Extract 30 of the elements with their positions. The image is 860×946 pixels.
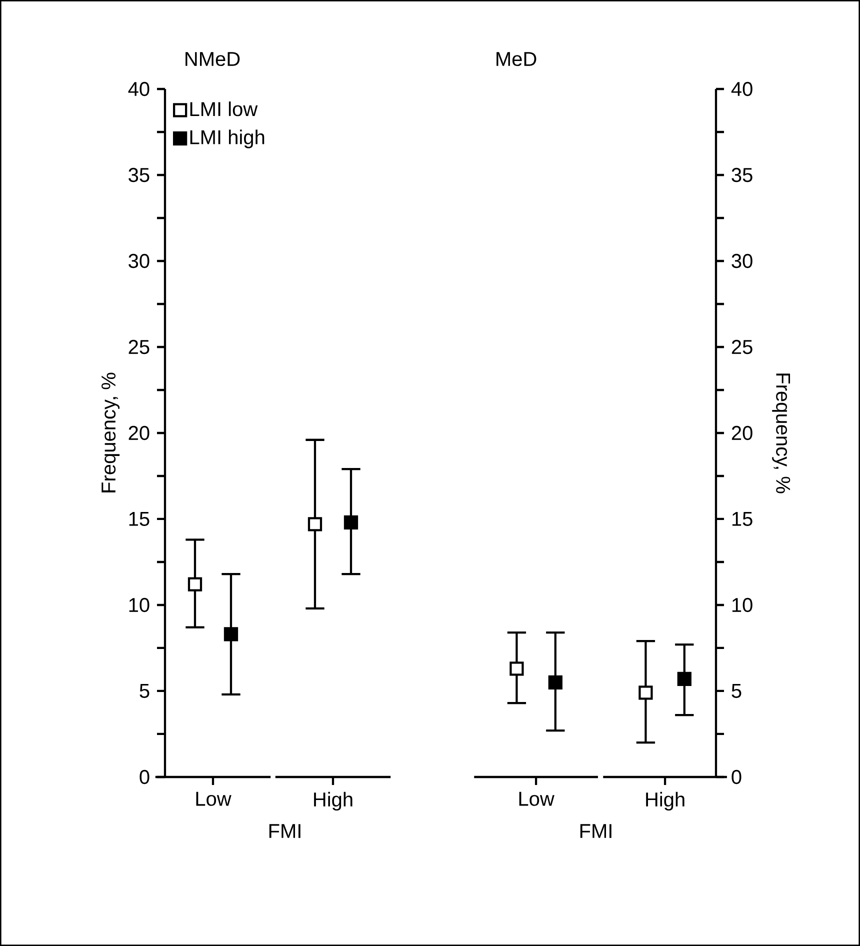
y-tick-label: 35 <box>128 168 150 182</box>
x-tick-label: Low <box>519 792 554 806</box>
chart-title: NMeD <box>186 52 240 66</box>
x-tick-label: High <box>646 792 684 811</box>
y-tick-label: 10 <box>732 598 752 612</box>
y-tick-label: 15 <box>129 512 150 526</box>
y-axis-title: Frequency, % <box>772 374 790 494</box>
y-axis-title: Frequency, % <box>102 372 120 492</box>
x-axis-title: FMI <box>269 824 300 838</box>
y-tick-label: 5 <box>140 684 150 698</box>
legend-label: LMI low <box>190 101 258 116</box>
y-tick-label: 35 <box>732 168 752 182</box>
y-tick-label: 40 <box>731 82 752 96</box>
y-tick-label: 30 <box>128 254 150 268</box>
legend-label: LMI high <box>190 130 264 148</box>
y-tick-label: 0 <box>732 770 742 784</box>
y-tick-label: 30 <box>732 254 752 268</box>
x-tick-label: Low <box>196 792 232 806</box>
y-tick-label: 20 <box>732 426 752 440</box>
y-tick-label: 0 <box>140 770 150 784</box>
y-tick-label: 10 <box>129 598 150 612</box>
chart-title: MeD <box>496 52 536 66</box>
y-tick-label: 5 <box>732 684 742 698</box>
y-tick-label: 25 <box>732 340 752 354</box>
x-axis-title: FMI <box>580 824 612 838</box>
x-tick-label: High <box>314 792 352 811</box>
y-tick-label: 20 <box>128 426 150 440</box>
y-tick-label: 25 <box>128 340 150 354</box>
y-tick-label: 15 <box>732 512 752 526</box>
y-tick-label: 40 <box>128 82 150 96</box>
